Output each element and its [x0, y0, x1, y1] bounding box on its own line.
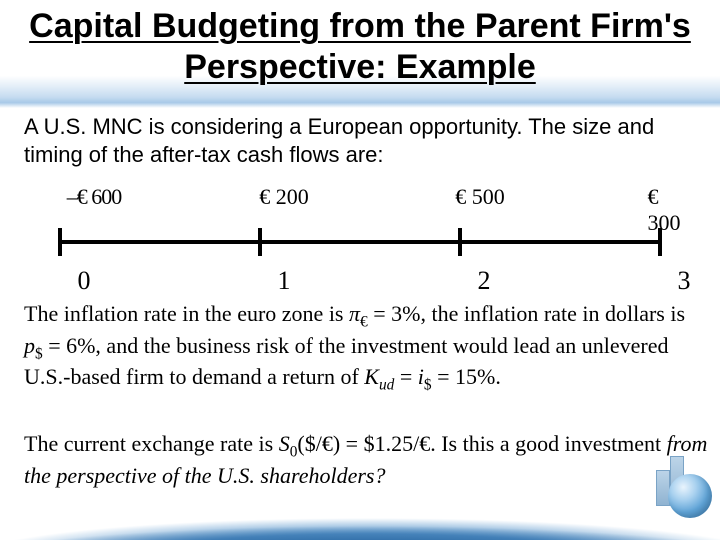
p-symbol: p [24, 333, 35, 358]
globe-buildings-icon [634, 456, 714, 520]
period-3: 3 [678, 266, 691, 296]
txt: = 3%, the inflation rate in dollars is [368, 301, 685, 326]
slide-title: Capital Budgeting from the Parent Firm's… [0, 6, 720, 88]
slide: Capital Budgeting from the Parent Firm's… [0, 0, 720, 540]
period-labels: 0 1 2 3 [24, 266, 696, 302]
txt: = [394, 364, 417, 389]
cashflow-0: –€ 600 [67, 184, 122, 210]
timeline-tick-2 [458, 228, 462, 256]
p-subscript: $ [35, 345, 43, 362]
cashflow-row: –€ 600 € 200 € 500 € 300 [24, 184, 696, 224]
timeline-tick-0 [58, 228, 62, 256]
k-symbol: K [364, 364, 379, 389]
txt: The inflation rate in the euro zone is [24, 301, 349, 326]
period-0: 0 [78, 266, 91, 296]
txt: = 6%, and the business risk of the inves… [24, 333, 669, 390]
txt: ($/€) = $1.25/€. Is this a good investme… [297, 431, 666, 456]
footer-wave-decoration [0, 490, 720, 540]
period-1: 1 [278, 266, 291, 296]
txt: = 15%. [432, 364, 501, 389]
timeline-tick-1 [258, 228, 262, 256]
s-symbol: S [279, 431, 290, 456]
txt: The current exchange rate is [24, 431, 279, 456]
k-subscript: ud [379, 377, 394, 394]
question-paragraph: The current exchange rate is S0($/€) = $… [24, 430, 712, 489]
pi-subscript: € [360, 313, 368, 330]
cashflow-2: € 500 [455, 184, 505, 210]
assumptions-paragraph: The inflation rate in the euro zone is π… [24, 300, 704, 395]
intro-text: A U.S. MNC is considering a European opp… [24, 113, 696, 168]
globe-icon [668, 474, 712, 518]
period-2: 2 [478, 266, 491, 296]
timeline [60, 222, 660, 262]
cashflow-1: € 200 [259, 184, 309, 210]
timeline-tick-3 [658, 228, 662, 256]
i-subscript: $ [424, 377, 432, 394]
pi-symbol: π [349, 301, 360, 326]
timeline-axis [60, 240, 660, 244]
